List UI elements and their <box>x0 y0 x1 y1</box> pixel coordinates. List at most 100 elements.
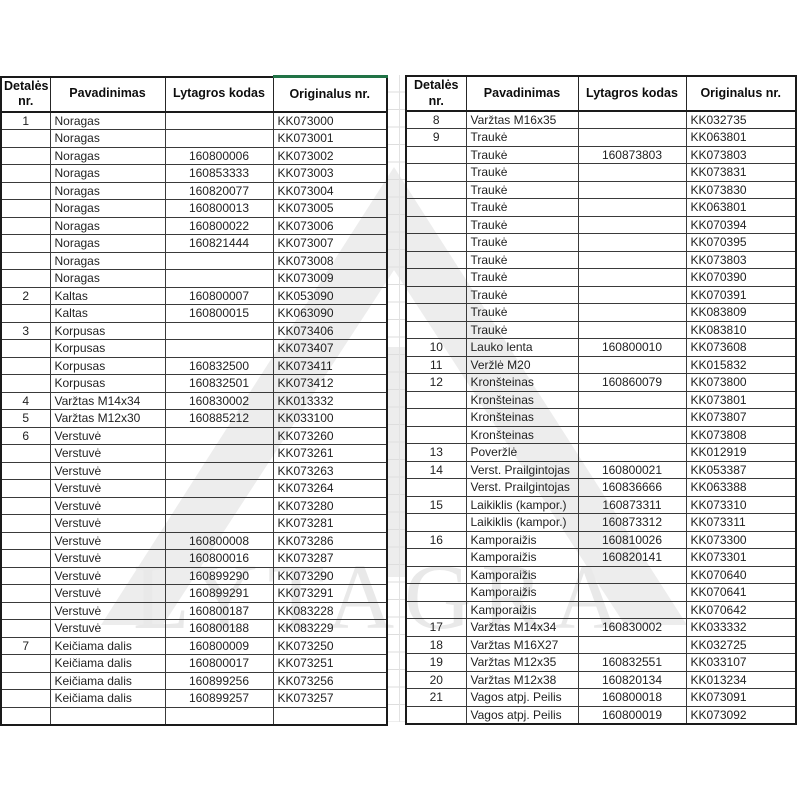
table-cell: KK073261 <box>272 444 388 463</box>
table-cell <box>405 215 467 234</box>
table-cell: Varžtas M12x38 <box>465 670 579 689</box>
table-cell: KK070642 <box>685 600 797 619</box>
table-cell: KK033332 <box>685 618 797 637</box>
table-cell: KK073003 <box>272 164 388 183</box>
table-cell <box>405 408 467 427</box>
table-cell: 8 <box>405 110 467 129</box>
table-cell: Noragas <box>49 199 166 218</box>
table-cell <box>577 390 687 409</box>
table-row: 7 Keičiama dalis 160800009 KK073250 <box>0 636 388 655</box>
table-cell: KK073803 <box>685 145 797 164</box>
table-cell: KK073263 <box>272 461 388 480</box>
table-cell: 160885212 <box>164 409 274 428</box>
table-cell <box>405 513 467 532</box>
table-cell: KK073301 <box>685 548 797 567</box>
table-cell <box>164 461 274 480</box>
table-cell: 13 <box>405 443 467 462</box>
table-cell: KK053387 <box>685 460 797 479</box>
table-cell: KK012919 <box>685 443 797 462</box>
table-cell: 160832500 <box>164 356 274 375</box>
table-cell: Traukė <box>465 163 579 182</box>
table-cell <box>577 635 687 654</box>
table-row: 19 Varžtas M12x35 160832551 KK033107 <box>405 653 797 672</box>
table-cell <box>405 600 467 619</box>
table-row: Verst. Prailgintojas 160836666 KK063388 <box>405 478 797 497</box>
table-cell: Varžtas M12x35 <box>465 653 579 672</box>
table-cell <box>577 320 687 339</box>
table-cell: KK073286 <box>272 531 388 550</box>
table-cell: 160800015 <box>164 304 274 323</box>
table-cell: Verstuvė <box>49 461 166 480</box>
table-row: 6 Verstuvė KK073260 <box>0 426 388 445</box>
table-cell: Kamporaižis <box>465 530 579 549</box>
spreadsheet-gap-gridlines <box>386 75 406 722</box>
table-cell: 9 <box>405 128 467 147</box>
table-cell: 160800018 <box>577 688 687 707</box>
table-row: 16 Kamporaižis 160810026 KK073300 <box>405 530 797 549</box>
table-row: Verstuvė 160800008 KK073286 <box>0 531 388 550</box>
table-cell: Keičiama dalis <box>49 654 166 673</box>
table-cell: KK073800 <box>685 373 797 392</box>
table-row: 5 Varžtas M12x30 160885212 KK033100 <box>0 409 388 428</box>
table-row: Verstuvė KK073281 <box>0 514 388 533</box>
table-cell: Verstuvė <box>49 426 166 445</box>
table-row: Kamporaižis KK070642 <box>405 600 797 619</box>
table-row: Kamporaižis KK070641 <box>405 583 797 602</box>
table-cell: 19 <box>405 653 467 672</box>
table-cell <box>577 180 687 199</box>
table-cell <box>0 181 51 200</box>
table-row: Verstuvė KK073263 <box>0 461 388 480</box>
header-row: Detalės nr. Pavadinimas Lytagros kodas Orig… <box>405 75 797 112</box>
table-row: Verstuvė KK073280 <box>0 496 388 515</box>
table-cell: KK073287 <box>272 549 388 568</box>
table-cell <box>0 234 51 253</box>
table-cell: KK073002 <box>272 146 388 165</box>
table-cell: Kamporaižis <box>465 583 579 602</box>
table-cell <box>0 514 51 533</box>
column-header: Originalus nr. <box>272 75 388 113</box>
table-row <box>0 706 388 725</box>
table-cell <box>164 479 274 498</box>
table-row: Vagos atpj. Peilis 160800019 KK073092 <box>405 705 797 724</box>
table-cell: Verstuvė <box>49 444 166 463</box>
table-row: 2 Kaltas 160800007 KK053090 <box>0 286 388 305</box>
table-cell <box>577 565 687 584</box>
table-cell: KK073406 <box>272 321 388 340</box>
table-cell: 21 <box>405 688 467 707</box>
table-cell: 160800188 <box>164 619 274 638</box>
table-cell <box>405 705 467 724</box>
table-cell: KK073251 <box>272 654 388 673</box>
table-cell: KK083810 <box>685 320 797 339</box>
table-cell: KK073260 <box>272 426 388 445</box>
table-cell: Varžtas M16x35 <box>465 110 579 129</box>
table-cell: Verstuvė <box>49 619 166 638</box>
table-cell <box>0 199 51 218</box>
table-cell: 160800007 <box>164 286 274 305</box>
table-cell <box>49 706 166 725</box>
table-row: Noragas KK073008 <box>0 251 388 270</box>
table-cell <box>405 198 467 217</box>
table-row: Noragas KK073009 <box>0 269 388 288</box>
table-cell <box>164 444 274 463</box>
table-row: Traukė KK073831 <box>405 163 797 182</box>
table-cell: Keičiama dalis <box>49 689 166 708</box>
table-cell: 160873312 <box>577 513 687 532</box>
table-cell: KK073280 <box>272 496 388 515</box>
table-cell: KK073006 <box>272 216 388 235</box>
table-cell: KK073256 <box>272 671 388 690</box>
table-cell: KK073008 <box>272 251 388 270</box>
table-cell: Korpusas <box>49 339 166 358</box>
table-row: 1 Noragas KK073000 <box>0 111 388 130</box>
table-cell: KK073092 <box>685 705 797 724</box>
table-cell: 3 <box>0 321 51 340</box>
table-cell <box>577 163 687 182</box>
table-cell: Kamporaižis <box>465 548 579 567</box>
parts-table-left: Detalės nr. Pavadinimas Lytagros kodas Orig… <box>0 75 388 726</box>
table-row: Traukė KK073830 <box>405 180 797 199</box>
table-cell: 160836666 <box>577 478 687 497</box>
table-cell: 2 <box>0 286 51 305</box>
column-header: Lytagros kodas <box>164 76 274 113</box>
table-cell: 160873803 <box>577 145 687 164</box>
table-cell: Korpusas <box>49 321 166 340</box>
table-cell: Traukė <box>465 250 579 269</box>
